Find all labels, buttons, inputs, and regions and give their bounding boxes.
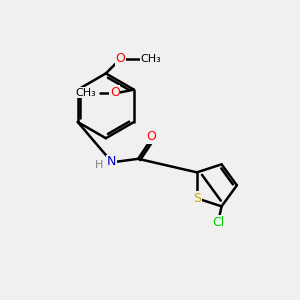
- Text: CH₃: CH₃: [76, 88, 96, 98]
- Text: CH₃: CH₃: [140, 54, 161, 64]
- Text: H: H: [95, 160, 103, 170]
- Text: N: N: [107, 155, 116, 168]
- Text: O: O: [146, 130, 156, 143]
- Text: O: O: [110, 86, 120, 99]
- Text: O: O: [116, 52, 125, 65]
- Text: S: S: [193, 192, 201, 205]
- Text: Cl: Cl: [212, 216, 225, 229]
